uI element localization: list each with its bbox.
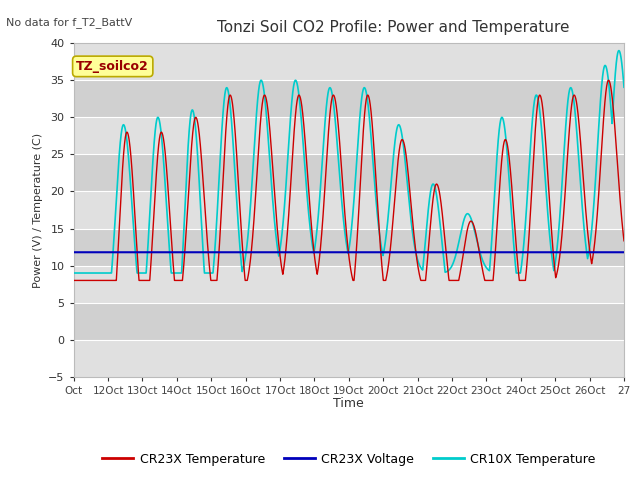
Y-axis label: Power (V) / Temperature (C): Power (V) / Temperature (C) xyxy=(33,132,43,288)
Text: No data for f_T2_BattV: No data for f_T2_BattV xyxy=(6,17,132,28)
Bar xyxy=(74,340,624,377)
X-axis label: Time: Time xyxy=(333,397,364,410)
Bar xyxy=(74,303,624,340)
Bar xyxy=(74,117,624,155)
Bar xyxy=(74,43,624,80)
Text: TZ_soilco2: TZ_soilco2 xyxy=(76,60,149,73)
Bar xyxy=(74,265,624,303)
Bar xyxy=(74,228,624,265)
Title: Tonzi Soil CO2 Profile: Power and Temperature: Tonzi Soil CO2 Profile: Power and Temper… xyxy=(216,20,569,35)
Bar xyxy=(74,155,624,192)
Bar xyxy=(74,80,624,117)
Legend: CR23X Temperature, CR23X Voltage, CR10X Temperature: CR23X Temperature, CR23X Voltage, CR10X … xyxy=(97,448,600,470)
Bar xyxy=(74,192,624,228)
